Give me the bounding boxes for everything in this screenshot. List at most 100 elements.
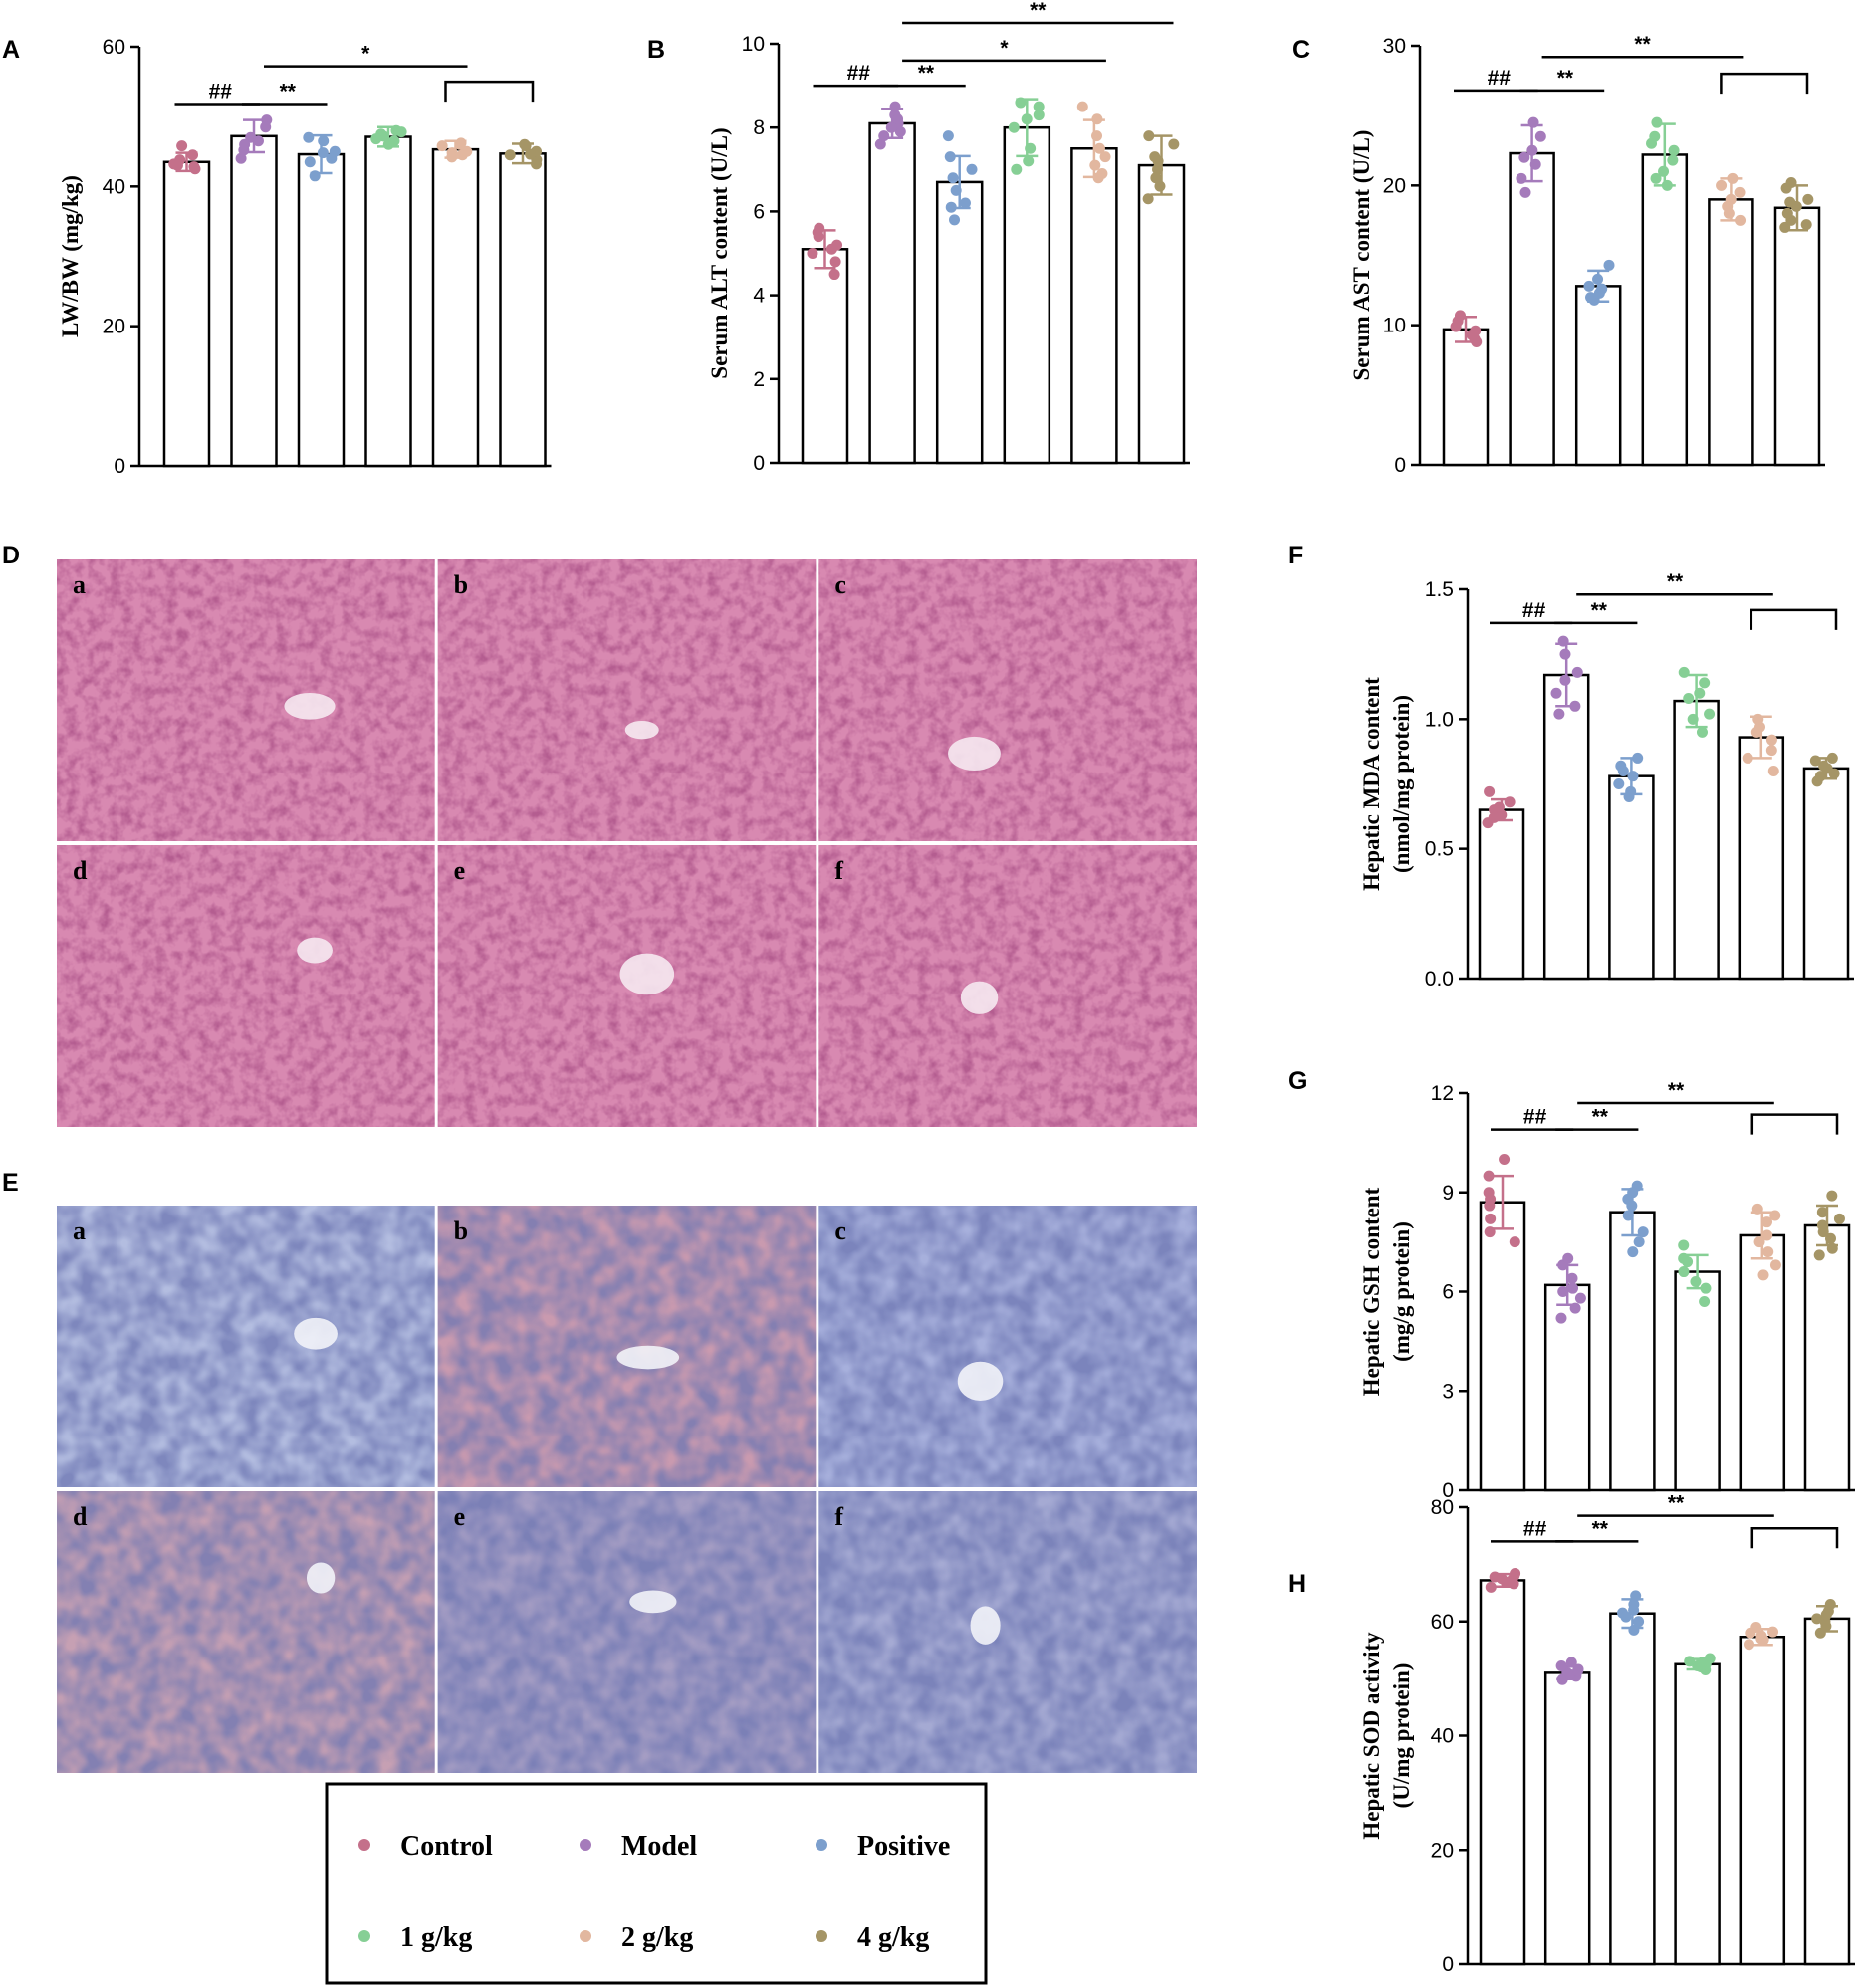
micrograph-label: c: [834, 1216, 846, 1245]
data-point: [1504, 796, 1516, 808]
y-axis-label: Hepatic GSH content: [1359, 1187, 1384, 1396]
data-point: [1484, 785, 1496, 797]
data-point: [1469, 333, 1481, 345]
legend-label: Positive: [857, 1831, 950, 1862]
data-point: [1744, 1639, 1755, 1651]
y-tick-label: 20: [1431, 1839, 1454, 1862]
data-point: [1470, 325, 1482, 336]
data-point: [1550, 687, 1562, 699]
bar-positive: [297, 152, 346, 468]
significance-bracket: [444, 80, 535, 103]
y-axis-label-unit: (mg/g protein): [1389, 1221, 1414, 1362]
data-point: [1825, 1232, 1836, 1244]
micrograph-texture: [818, 1491, 1197, 1773]
data-point: [1632, 752, 1644, 764]
data-point: [828, 269, 840, 281]
data-point: [1755, 1633, 1767, 1645]
data-point: [1800, 219, 1812, 231]
micrograph-label: f: [834, 856, 843, 885]
y-tick-label: 80: [1431, 1496, 1454, 1519]
data-point: [239, 138, 251, 150]
data-point: [1678, 1266, 1690, 1278]
significance-label: **: [1634, 33, 1651, 56]
data-point: [1651, 116, 1663, 128]
data-point: [1496, 1573, 1508, 1585]
significance-label: **: [1667, 570, 1684, 593]
significance-label: **: [1591, 599, 1608, 622]
data-point: [1633, 1236, 1645, 1248]
data-point: [1678, 1239, 1690, 1251]
bar-control: [162, 160, 211, 468]
data-point: [1699, 677, 1711, 689]
data-point: [1667, 154, 1679, 166]
data-point: [1826, 752, 1838, 764]
data-point: [1761, 1229, 1773, 1241]
significance-label: **: [1668, 1492, 1685, 1515]
significance-label: **: [280, 81, 297, 104]
data-point: [252, 135, 264, 147]
data-point: [1696, 1657, 1708, 1668]
dot-icon: [358, 1930, 370, 1942]
data-point: [525, 148, 537, 160]
data-point: [176, 140, 188, 152]
data-point: [1585, 292, 1597, 304]
bar-2gkg: [431, 147, 480, 468]
data-point: [1684, 1656, 1696, 1667]
data-point: [950, 184, 962, 196]
data-point: [1767, 1626, 1779, 1638]
data-point: [1762, 1246, 1774, 1258]
data-point: [1630, 1590, 1642, 1602]
data-point: [1661, 179, 1673, 191]
y-axis-label: Serum AST content (U/L): [1349, 130, 1374, 381]
data-point: [1765, 734, 1777, 746]
bar-1gkg: [1674, 1662, 1721, 1966]
panel-letter: F: [1288, 542, 1303, 569]
data-point: [1485, 1193, 1497, 1205]
bar-4gkg: [499, 152, 547, 468]
bar-positive: [1609, 1211, 1656, 1492]
data-point: [942, 130, 954, 142]
data-point: [1485, 1213, 1497, 1224]
data-point: [1751, 1203, 1763, 1215]
y-tick-label: 60: [1431, 1611, 1454, 1634]
significance-label: **: [1668, 1079, 1685, 1102]
y-tick-label: 60: [103, 36, 125, 59]
panel-letter: G: [1288, 1067, 1307, 1095]
bar-1gkg: [1641, 153, 1689, 467]
micrograph-label: c: [834, 570, 846, 599]
data-point: [1627, 1187, 1639, 1199]
data-point: [959, 197, 971, 209]
data-point: [1526, 144, 1538, 156]
data-point: [1658, 165, 1670, 177]
data-point: [966, 163, 978, 175]
data-point: [1690, 1276, 1702, 1288]
y-axis-label: Hepatic SOD activity: [1359, 1632, 1384, 1840]
bar-positive: [1609, 1612, 1656, 1966]
y-tick-label: 0: [1442, 1479, 1454, 1502]
y-tick-label: 9: [1442, 1182, 1454, 1205]
micrograph-texture: [57, 845, 435, 1127]
data-point: [519, 138, 531, 150]
vessel-lumen: [294, 1317, 338, 1350]
micrograph-label: a: [73, 1216, 86, 1245]
data-point: [1725, 193, 1737, 205]
bar-2gkg: [1738, 736, 1785, 981]
significance-label: *: [361, 43, 370, 66]
y-tick-label: 0: [753, 452, 765, 475]
data-point: [1569, 700, 1581, 712]
data-point: [944, 151, 956, 163]
data-point: [1555, 1312, 1567, 1324]
data-point: [814, 222, 825, 234]
data-point: [1814, 771, 1826, 782]
data-point: [1809, 755, 1821, 767]
data-point: [329, 145, 341, 157]
data-point: [1637, 1226, 1649, 1238]
data-point: [1833, 1213, 1845, 1224]
data-point: [889, 101, 901, 112]
y-tick-label: 12: [1431, 1082, 1454, 1105]
data-point: [1485, 1581, 1497, 1593]
data-point: [1562, 1252, 1574, 1264]
data-point: [829, 256, 841, 268]
data-point: [1826, 1190, 1838, 1202]
